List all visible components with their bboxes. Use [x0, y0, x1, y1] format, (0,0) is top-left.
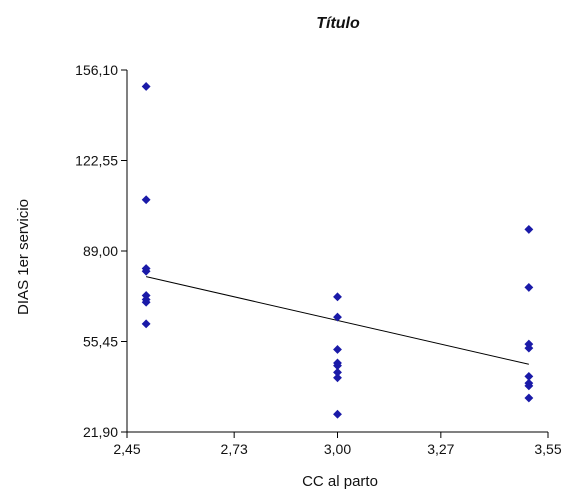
data-point [524, 224, 534, 234]
data-point [524, 393, 534, 403]
data-point [141, 297, 151, 307]
data-point [524, 282, 534, 292]
data-point [141, 195, 151, 205]
points-layer [141, 82, 534, 419]
y-tick-label: 156,10 [75, 62, 118, 78]
y-tick-label: 21,90 [83, 424, 118, 440]
y-tick-label: 122,55 [75, 153, 118, 169]
x-tick-label: 2,45 [113, 441, 140, 457]
x-tick-label: 2,73 [221, 441, 248, 457]
data-point [524, 381, 534, 391]
x-tick-label: 3,55 [534, 441, 561, 457]
data-point [333, 345, 342, 354]
x-axis-label: CC al parto [302, 473, 378, 490]
data-point [141, 82, 151, 91]
data-point [333, 409, 342, 419]
x-ticks: 2,45 2,73 3,00 3,27 3,55 [113, 432, 562, 457]
data-point [524, 343, 534, 353]
data-point [141, 319, 151, 329]
y-tick-label: 55,45 [83, 334, 118, 350]
x-tick-label: 3,27 [427, 441, 454, 457]
y-tick-label: 89,00 [83, 243, 118, 259]
y-axis-label: DIAS 1er servicio [15, 199, 32, 315]
data-point [333, 312, 342, 322]
x-tick-label: 3,00 [324, 441, 351, 457]
data-point [333, 292, 342, 302]
chart-title: Título [316, 15, 360, 32]
data-point [333, 373, 342, 383]
y-ticks: 21,90 55,45 89,00 122,55 156,10 [75, 62, 127, 440]
data-point [141, 266, 151, 276]
